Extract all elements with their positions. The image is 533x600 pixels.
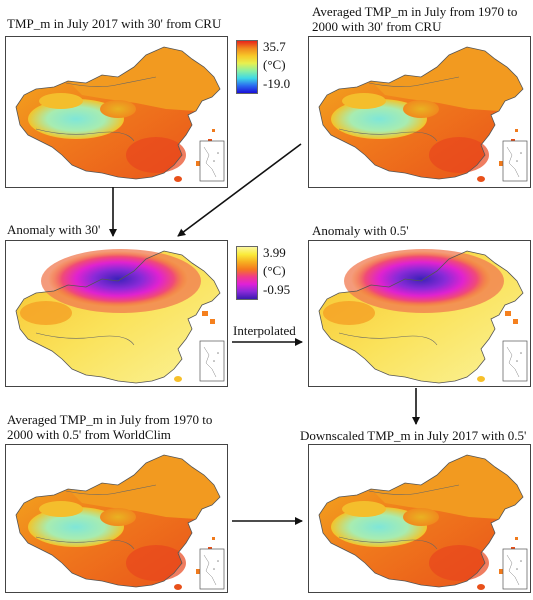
map-downscaled-2017 — [308, 444, 531, 593]
map-averaged-july-cru — [308, 36, 531, 188]
legend-min-label: -0.95 — [263, 282, 291, 297]
caption-averaged-july-worldclim: Averaged TMP_m in July from 1970 to 2000… — [7, 412, 213, 442]
interpolated-label: Interpolated — [233, 323, 296, 338]
anomaly-colorbar — [236, 246, 258, 300]
map-anomaly-30 — [5, 240, 228, 387]
map-anomaly-05 — [308, 240, 531, 387]
temperature-colorbar — [236, 40, 258, 94]
legend-unit-label: (°C) — [263, 263, 286, 278]
caption-temperature-2017-cru: TMP_m in July 2017 with 30' from CRU — [7, 16, 222, 31]
caption-anomaly-05: Anomaly with 0.5' — [312, 223, 409, 238]
arrow-diagonal — [177, 143, 302, 237]
anomaly-colorbar-legend: 3.99 (°C) -0.95 — [236, 246, 306, 302]
caption-anomaly-30: Anomaly with 30' — [7, 222, 101, 237]
caption-downscaled-2017: Downscaled TMP_m in July 2017 with 0.5' — [300, 428, 527, 443]
temperature-colorbar-legend: 35.7 (°C) -19.0 — [236, 40, 306, 96]
legend-min-label: -19.0 — [263, 76, 291, 91]
map-averaged-july-worldclim — [5, 444, 228, 593]
legend-max-label: 3.99 — [263, 245, 286, 260]
map-temperature-2017-cru — [5, 36, 228, 188]
caption-averaged-july-cru: Averaged TMP_m in July from 1970 to 2000… — [312, 4, 518, 34]
legend-max-label: 35.7 — [263, 39, 286, 54]
legend-unit-label: (°C) — [263, 57, 286, 72]
